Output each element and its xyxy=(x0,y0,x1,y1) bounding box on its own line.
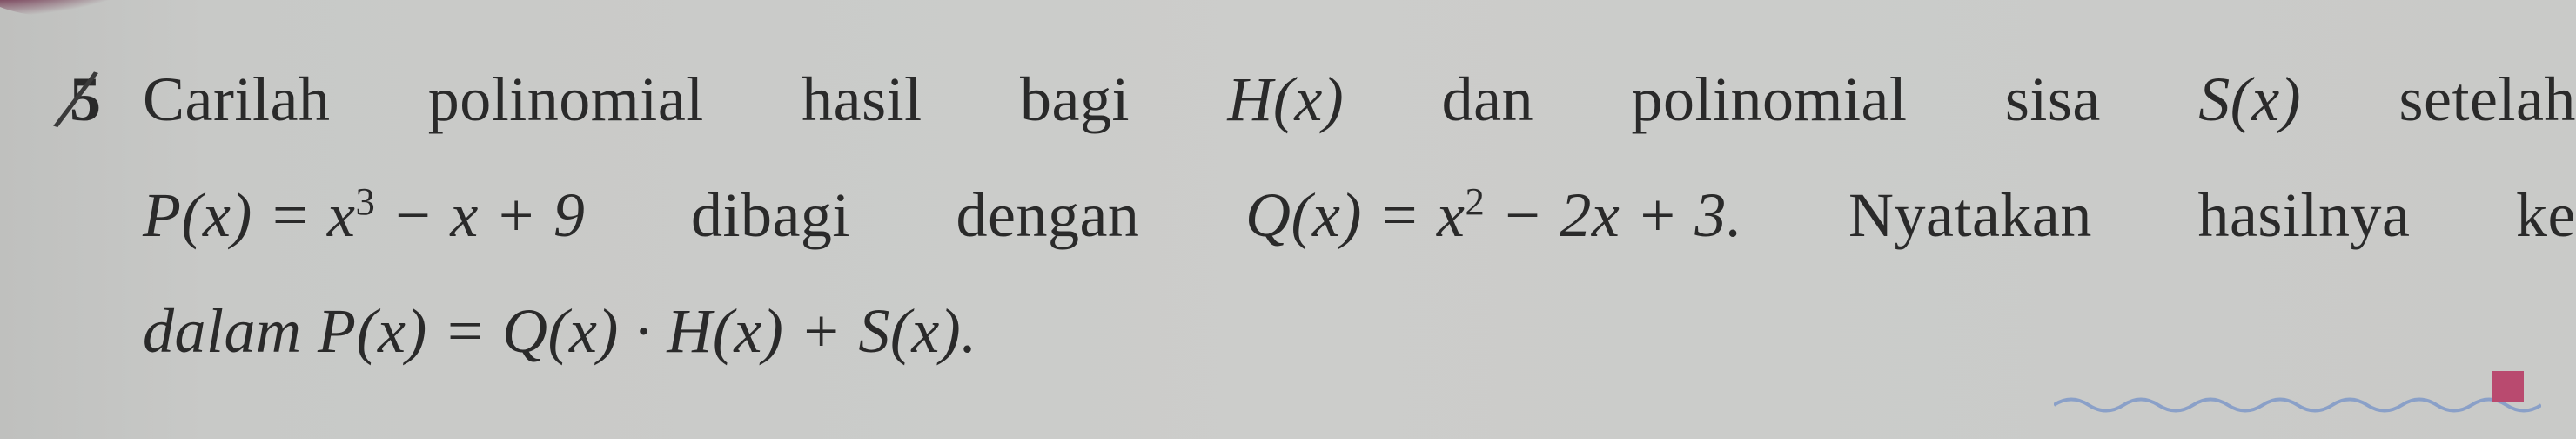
math-group: Q(x) = x2 − 2x + 3. xyxy=(1245,158,1742,274)
word: ke xyxy=(2516,158,2576,274)
word: dengan xyxy=(956,158,1140,274)
problem-line-2: P(x) = x3 − x + 9 dibagi dengan Q(x) = x… xyxy=(143,158,2576,274)
word: polinomial xyxy=(1631,42,1907,158)
math-expr: − x + 9 xyxy=(375,180,585,250)
word: dan xyxy=(1442,42,1533,158)
word: hasilnya xyxy=(2197,158,2410,274)
exponent: 3 xyxy=(355,179,375,223)
number-text: 5 xyxy=(70,64,101,134)
word: setelah xyxy=(2399,42,2576,158)
word: dibagi xyxy=(691,158,850,274)
math-group: P(x) = x3 − x + 9 xyxy=(143,158,585,274)
word: polinomial xyxy=(428,42,704,158)
word: sisa xyxy=(2005,42,2101,158)
math-expr: dalam P(x) = Q(x) · H(x) + S(x). xyxy=(143,296,977,366)
problem-line-1: Carilah polinomial hasil bagi H(x) dan p… xyxy=(143,42,2576,158)
math-expr: P(x) = x xyxy=(143,180,355,250)
word: Nyatakan xyxy=(1848,158,2092,274)
exponent: 2 xyxy=(1465,179,1485,223)
word: hasil xyxy=(802,42,922,158)
problem-number: 5 / xyxy=(70,42,101,158)
section-marker-icon xyxy=(2492,371,2524,402)
problem-body: Carilah polinomial hasil bagi H(x) dan p… xyxy=(143,42,2541,390)
math-expr: H(x) xyxy=(1227,42,1344,158)
word: Carilah xyxy=(143,42,330,158)
problem-line-3: dalam P(x) = Q(x) · H(x) + S(x). xyxy=(143,274,2576,389)
wavy-underline-icon xyxy=(2054,392,2541,418)
math-expr: Q(x) = x xyxy=(1245,180,1465,250)
math-expr: − 2x + 3. xyxy=(1485,180,1742,250)
math-expr: S(x) xyxy=(2198,42,2301,158)
word: bagi xyxy=(1020,42,1130,158)
math-problem: 5 / Carilah polinomial hasil bagi H(x) d… xyxy=(70,42,2541,390)
